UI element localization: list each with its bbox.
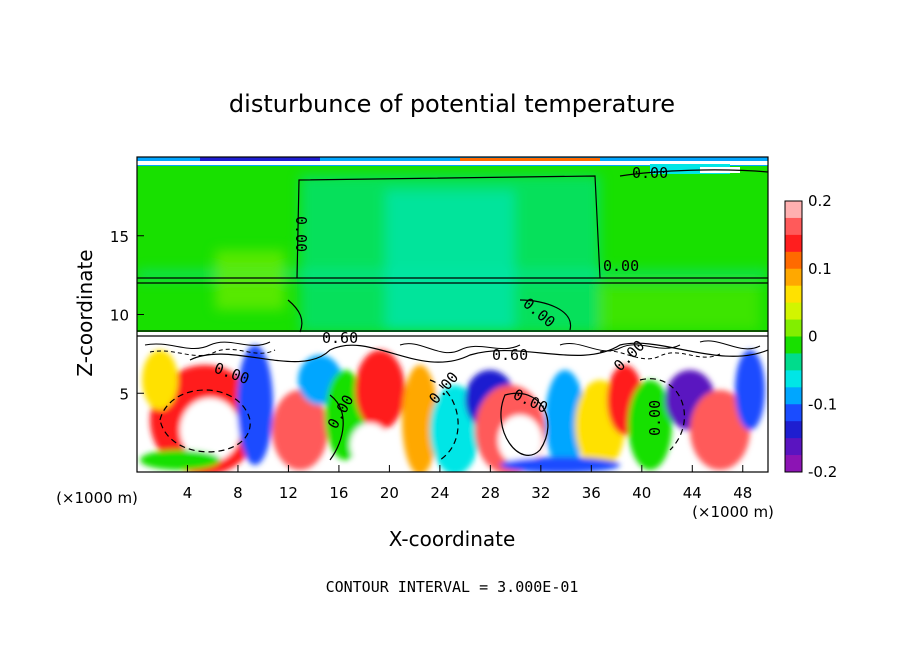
y-tick-label: 10 (110, 307, 129, 325)
colorbar-swatch (785, 201, 802, 219)
colorbar-tick-label: -0.1 (808, 395, 837, 413)
colorbar-swatch (785, 404, 802, 422)
x-tick-label: 28 (481, 484, 500, 502)
contour-label: 0.60 (322, 329, 358, 347)
x-tick-label: 36 (582, 484, 601, 502)
x-tick-label: 24 (430, 484, 449, 502)
contour-lines (137, 169, 768, 461)
colorbar (784, 200, 803, 473)
y-axis-title: Z-coordinate (73, 249, 97, 376)
interface-contour-clusters (144, 340, 761, 360)
x-tick-label: 8 (233, 484, 243, 502)
colorbar-swatch (785, 336, 802, 354)
contour-label: 0.00 (632, 164, 668, 182)
x-unit-label: (×1000 m) (692, 503, 774, 521)
colorbar-swatch (785, 234, 802, 253)
upper-layer-shading (137, 175, 768, 333)
x-axis-ticks: 4 8 12 16 20 24 28 32 36 40 44 48 (183, 465, 752, 502)
x-axis-title: X-coordinate (389, 527, 516, 551)
plot-area: 0.00 0.00 0.00 0.00 0.60 0.60 0.00 0.00 … (137, 157, 768, 472)
x-tick-label: 12 (279, 484, 298, 502)
x-tick-label: 20 (380, 484, 399, 502)
x-tick-label: 48 (733, 484, 752, 502)
colorbar-swatch (785, 302, 802, 321)
y-tick-label: 5 (119, 385, 129, 403)
contour-label: 0.60 (492, 346, 528, 364)
colorbar-swatch (785, 387, 802, 405)
colorbar-tick-label: -0.2 (808, 463, 837, 481)
x-tick-label: 4 (183, 484, 193, 502)
contour-label: 0.00 (603, 257, 639, 275)
x-tick-label: 40 (632, 484, 651, 502)
contour-label: 0.00 (646, 400, 664, 436)
colorbar-tick-label: 0.1 (808, 260, 832, 278)
y-unit-label: (×1000 m) (56, 489, 138, 507)
colorbar-swatch (785, 251, 802, 270)
x-tick-label: 44 (683, 484, 702, 502)
colorbar-swatch (785, 217, 802, 236)
chart-title: disturbunce of potential temperature (229, 90, 675, 118)
x-tick-label: 16 (329, 484, 348, 502)
colorbar-swatch (785, 319, 802, 337)
colorbar-tick-label: 0.2 (808, 192, 832, 210)
colorbar-swatch (785, 438, 802, 456)
y-axis-ticks: 5 10 15 (110, 228, 144, 403)
colorbar-swatch (785, 268, 802, 287)
lower-turbulent-layer (137, 332, 768, 472)
colorbar-swatch (785, 370, 802, 388)
colorbar-swatch (785, 353, 802, 371)
colorbar-frame (784, 200, 803, 473)
colorbar-ticks: 0.2 0.1 0 -0.1 -0.2 (808, 192, 837, 481)
colorbar-swatch (785, 455, 802, 473)
colorbar-swatch (785, 421, 802, 439)
contour-label: 0.00 (292, 216, 310, 252)
colorbar-swatch (785, 285, 802, 304)
x-tick-label: 32 (531, 484, 550, 502)
y-tick-label: 15 (110, 228, 129, 246)
colorbar-tick-label: 0 (808, 328, 818, 346)
contour-interval-note: CONTOUR INTERVAL = 3.000E-01 (326, 578, 579, 596)
